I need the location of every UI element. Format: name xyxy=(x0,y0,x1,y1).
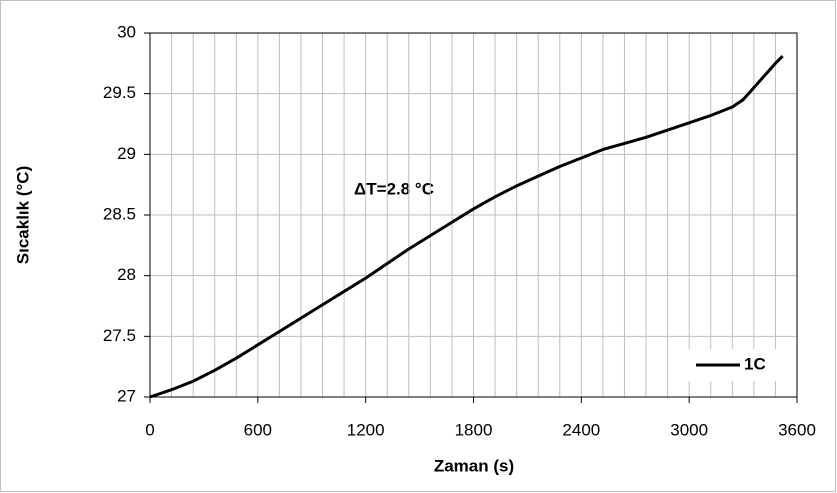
y-tick-label: 28.5 xyxy=(103,204,136,223)
y-tick-label: 29.5 xyxy=(103,83,136,102)
y-tick-label: 28 xyxy=(117,265,136,284)
x-tick-label: 1200 xyxy=(347,420,385,439)
x-tick-label: 600 xyxy=(244,420,272,439)
data-line xyxy=(149,54,784,399)
x-tick-label: 2400 xyxy=(562,420,600,439)
annotation: ΔT=2.8 °C xyxy=(354,179,434,198)
y-tick-label: 27.5 xyxy=(103,326,136,345)
y-tick-label: 30 xyxy=(117,22,136,41)
plot-frame xyxy=(149,32,798,398)
y-axis-label: Sıcaklık (°C) xyxy=(13,166,32,264)
y-tick-label: 27 xyxy=(117,386,136,405)
x-tick-label: 3600 xyxy=(778,420,816,439)
legend-label: 1C xyxy=(744,354,766,373)
x-axis-label: Zaman (s) xyxy=(434,456,514,475)
x-tick-label: 3000 xyxy=(670,420,708,439)
x-tick-label: 0 xyxy=(145,420,154,439)
y-tick-label: 29 xyxy=(117,144,136,163)
x-tick-label: 1800 xyxy=(455,420,493,439)
